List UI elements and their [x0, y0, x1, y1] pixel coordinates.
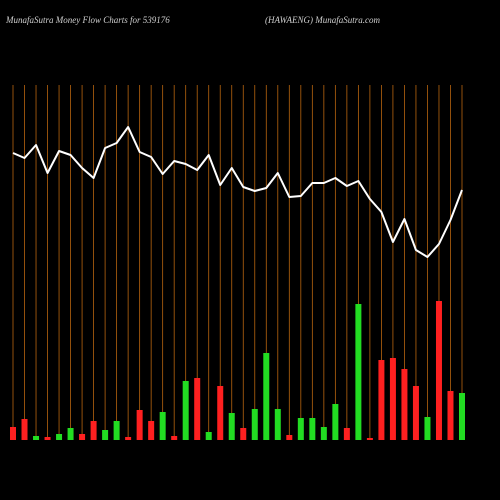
- bar: [10, 427, 16, 440]
- bar: [125, 437, 132, 440]
- bar: [251, 409, 258, 440]
- bar: [113, 421, 120, 440]
- price-line: [12, 126, 463, 258]
- bar: [159, 412, 166, 440]
- chart-title: MunafaSutra Money Flow Charts for 539176: [5, 15, 170, 25]
- bar: [424, 417, 431, 440]
- bar: [194, 378, 201, 440]
- bar: [171, 436, 178, 440]
- bar: [79, 434, 86, 440]
- bar: [205, 432, 212, 440]
- bar: [217, 386, 224, 440]
- bar: [148, 421, 155, 440]
- bar: [136, 410, 143, 440]
- chart-subtitle: (HAWAENG) MunafaSutra.com: [265, 15, 381, 25]
- bar: [21, 419, 28, 440]
- bar: [378, 360, 385, 440]
- bar: [459, 393, 465, 440]
- bar: [343, 428, 350, 440]
- bar: [435, 301, 442, 440]
- bar: [401, 369, 408, 440]
- bar: [286, 435, 293, 440]
- bar: [44, 437, 51, 440]
- bar: [355, 304, 362, 440]
- bar: [102, 430, 109, 440]
- bar: [447, 391, 454, 440]
- bar: [309, 418, 316, 440]
- bar: [320, 427, 327, 440]
- bar: [56, 434, 63, 440]
- bar: [274, 409, 281, 440]
- bar: [33, 436, 40, 440]
- bar: [90, 421, 97, 440]
- bar: [263, 353, 270, 440]
- bar: [412, 386, 419, 440]
- bar: [389, 358, 396, 440]
- bar: [366, 438, 373, 440]
- bar: [297, 418, 304, 440]
- bar: [332, 404, 339, 440]
- bar: [228, 413, 235, 440]
- bar: [240, 428, 247, 440]
- bar: [67, 428, 74, 440]
- bar: [182, 381, 189, 440]
